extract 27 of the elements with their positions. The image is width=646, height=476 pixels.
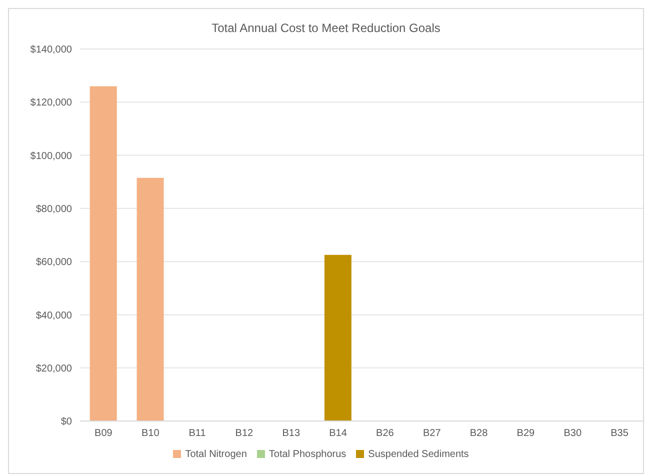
x-tick-label: B28	[470, 428, 488, 440]
y-tick-label: $100,000	[30, 150, 72, 162]
x-tick-label: B12	[235, 428, 254, 440]
legend-label: Total Phosphorus	[268, 449, 346, 460]
legend-label: Suspended Sediments	[368, 449, 469, 460]
x-tick-label: B09	[94, 428, 113, 440]
x-tick-label: B35	[610, 428, 629, 440]
x-tick-label: B29	[516, 428, 536, 440]
y-tick-label: $120,000	[30, 98, 72, 109]
y-tick-label: $60,000	[36, 257, 72, 268]
x-tick-label: B14	[329, 428, 348, 440]
bar	[136, 178, 164, 421]
y-tick-label: $40,000	[36, 310, 72, 322]
x-tick-label: B30	[564, 428, 582, 440]
y-tick-label: $140,000	[30, 44, 72, 56]
x-tick-label: B10	[141, 428, 160, 440]
chart-title: Total Annual Cost to Meet Reduction Goals	[210, 21, 442, 35]
x-tick-label: B27	[422, 428, 442, 440]
x-tick-label: B26	[376, 428, 394, 440]
y-tick-label: $80,000	[36, 204, 72, 215]
x-tick-label: B11	[188, 428, 206, 440]
y-tick-label: $20,000	[36, 363, 72, 374]
x-tick-label: B13	[282, 428, 300, 440]
bar	[90, 86, 117, 421]
y-tick-label: $0	[60, 416, 72, 428]
bar	[324, 254, 352, 421]
legend-label: Total Nitrogen	[185, 449, 247, 460]
